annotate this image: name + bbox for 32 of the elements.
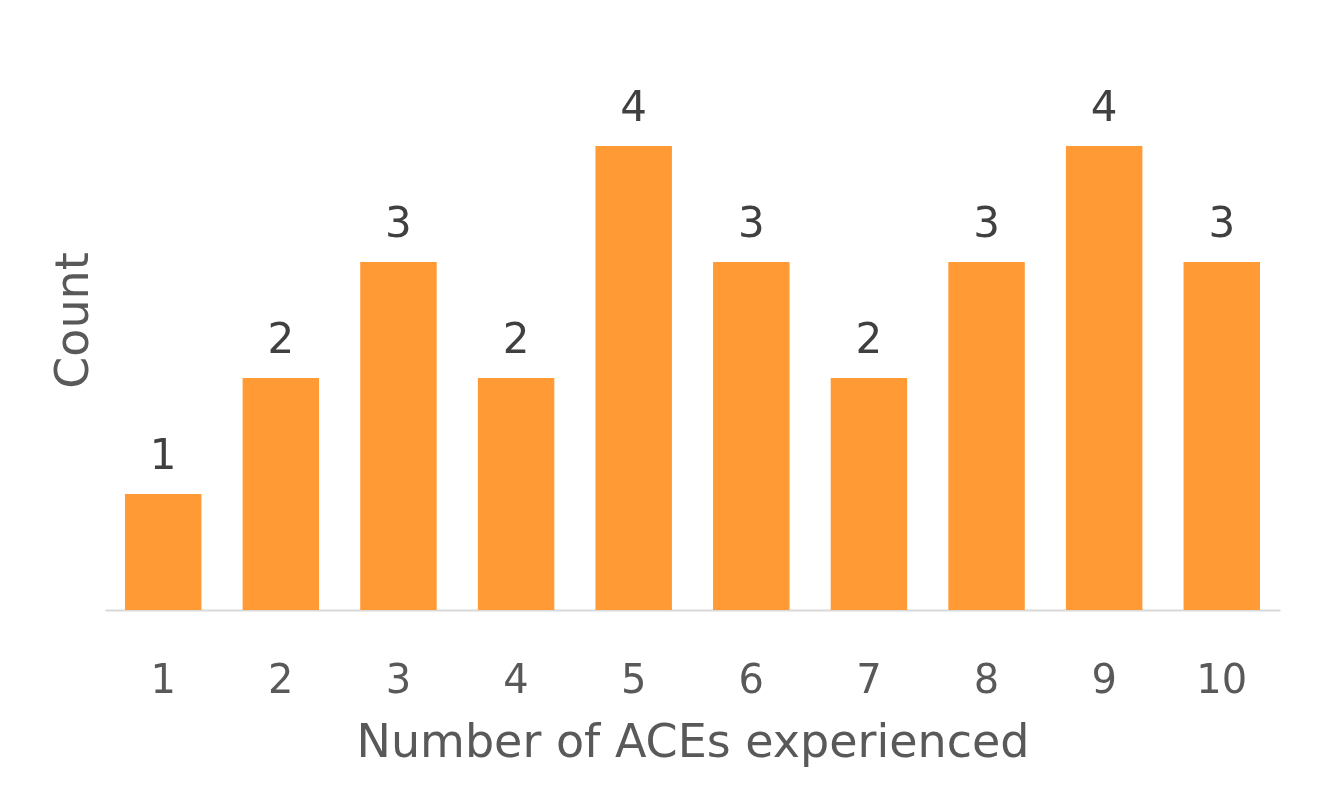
x-tick-label: 2 (268, 655, 294, 702)
bar (948, 262, 1025, 610)
data-label: 2 (502, 314, 530, 363)
bar (830, 378, 908, 610)
x-tick-label: 3 (385, 655, 412, 702)
bar (124, 494, 202, 610)
data-label: 2 (267, 314, 295, 363)
x-tick-label: 6 (738, 655, 765, 702)
bar (1065, 146, 1143, 610)
x-tick-label: 5 (620, 655, 647, 702)
x-tick-label: 4 (503, 655, 529, 702)
x-tick-label: 9 (1091, 655, 1117, 702)
bar (360, 262, 437, 610)
data-label: 3 (973, 198, 1000, 247)
data-label: 3 (385, 198, 412, 247)
data-label: 4 (1090, 82, 1118, 131)
bar (595, 146, 672, 610)
data-label: 1 (149, 430, 177, 479)
x-axis-title: Number of ACEs experienced (356, 713, 1030, 768)
data-label: 3 (1208, 198, 1236, 247)
x-tick-label: 7 (856, 655, 882, 702)
data-label: 2 (855, 314, 883, 363)
x-tick-label: 1 (150, 655, 176, 702)
data-label: 3 (737, 198, 765, 247)
x-tick-label: 8 (973, 655, 1000, 702)
data-label: 4 (620, 82, 648, 131)
bar (713, 262, 790, 610)
bar (477, 378, 555, 610)
bar (242, 378, 320, 610)
x-tick-label: 10 (1196, 655, 1248, 702)
bar (1183, 262, 1261, 610)
y-axis-title: Count (44, 252, 99, 389)
